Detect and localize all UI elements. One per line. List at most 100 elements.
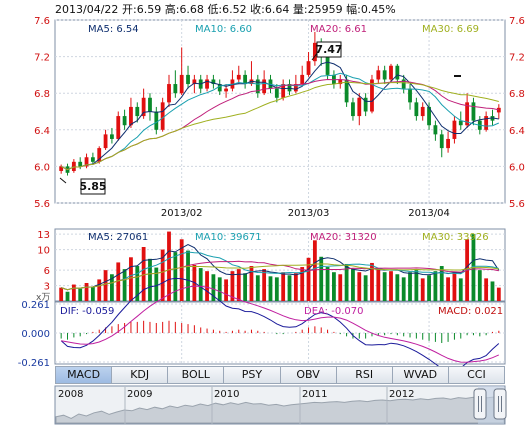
volume-bar — [319, 256, 324, 301]
volume-value: 25959 — [308, 3, 343, 16]
price-tick-left: 5.6 — [34, 199, 50, 210]
candle-body — [255, 79, 260, 94]
candle-body — [414, 102, 419, 117]
candle-body — [281, 84, 286, 98]
dif-line — [60, 277, 500, 372]
candle-body — [224, 88, 228, 92]
volume-bar — [395, 274, 400, 301]
volume-bar — [116, 262, 121, 301]
candle-body — [97, 148, 102, 162]
price-tick-left: 6.4 — [34, 126, 50, 137]
volume-bar — [389, 271, 393, 301]
volume-bar — [484, 278, 489, 301]
candle-body — [211, 79, 216, 85]
candle-body — [84, 157, 89, 167]
volume-bar — [477, 270, 482, 301]
price-tick-right: 6.0 — [509, 162, 525, 173]
volume-bar — [243, 273, 248, 301]
macd-tick: -0.261 — [18, 358, 50, 369]
candle-body — [148, 97, 152, 112]
tab-macd[interactable]: MACD — [55, 366, 112, 384]
volume-bar — [439, 266, 444, 301]
candle-body — [465, 102, 470, 126]
candle-body — [243, 74, 248, 85]
candle-body — [370, 79, 374, 112]
tab-kdj[interactable]: KDJ — [111, 366, 168, 384]
volume-bar — [376, 268, 381, 301]
volume-bar — [224, 279, 228, 301]
volume-bar — [141, 247, 146, 301]
volume-bar — [129, 257, 133, 301]
volume-bar — [452, 272, 457, 301]
tab-rsi[interactable]: RSI — [335, 366, 392, 384]
volume-bar — [122, 269, 127, 301]
macd-legend: MACD: 0.021 — [438, 306, 503, 317]
volume-bar — [274, 277, 279, 301]
legend-ma10: MA10: 39671 — [195, 232, 262, 243]
candle-body — [395, 65, 400, 80]
volume-bar — [370, 262, 374, 301]
volume-bar — [262, 269, 267, 301]
price-panel — [54, 19, 506, 204]
candle-body — [344, 79, 349, 103]
price-tick-right: 6.4 — [509, 126, 525, 137]
min-price-marker: 5.85 — [59, 177, 107, 195]
candle-body — [217, 84, 222, 92]
volume-bar — [300, 267, 305, 301]
volume-bar — [198, 268, 203, 301]
price-tick-left: 7.6 — [34, 16, 50, 27]
volume-bar — [186, 250, 190, 301]
macd-tick: 0.000 — [21, 329, 50, 340]
candle-body — [116, 116, 121, 139]
timeline-right-handle — [493, 388, 507, 420]
tab-boll[interactable]: BOLL — [167, 366, 224, 384]
close-label: 收: — [250, 2, 265, 16]
candle-body — [401, 79, 406, 89]
candle-body — [205, 79, 209, 89]
volume-bar — [84, 283, 89, 301]
tab-wvad[interactable]: WVAD — [391, 366, 448, 384]
volume-ma10-line — [61, 251, 499, 291]
volume-bar — [414, 270, 419, 301]
legends: MA5: 6.54 MA10: 6.60 MA20: 6.61 MA30: 6.69 M… — [60, 24, 503, 317]
candle-body — [293, 84, 298, 92]
y-axis-labels: 7.6 7.6 7.2 7.2 6.8 6.8 6.4 6.4 6.0 6.0 5.6 5.6 13 10… — [18, 16, 525, 369]
volume-bar — [249, 266, 254, 301]
legend-ma30: MA30: 6.69 — [422, 24, 479, 35]
candle-body — [71, 161, 76, 171]
timeline-area — [55, 396, 505, 424]
candle-body — [351, 102, 355, 117]
volume-bar — [363, 275, 368, 301]
candle-body — [420, 106, 425, 117]
volume-tick: 6 — [44, 266, 50, 277]
tab-cci[interactable]: CCI — [447, 366, 505, 384]
volume-ma-lines — [61, 244, 500, 291]
candle-body — [357, 97, 362, 117]
grid-lines — [55, 19, 505, 364]
candlestick-series — [59, 31, 501, 176]
volume-bar — [179, 239, 184, 301]
volume-bar — [173, 252, 178, 301]
candle-body — [338, 79, 343, 85]
price-tick-left: 6.0 — [34, 162, 50, 173]
candle-body — [110, 134, 114, 139]
header-quote: 开:6.59 高:6.68 低:6.52 收:6.64 量:25959 幅:0.… — [122, 2, 396, 16]
volume-bar — [382, 272, 387, 301]
volume-bar — [357, 272, 362, 301]
volume-bar — [306, 257, 311, 301]
candle-body — [287, 84, 292, 92]
tab-psy[interactable]: PSY — [223, 366, 280, 384]
candle-body — [103, 134, 108, 149]
candle-body — [427, 106, 431, 126]
volume-bar — [338, 274, 343, 301]
candle-body — [382, 70, 387, 80]
x-axis-labels: 2013/02 2013/03 2013/04 — [161, 208, 450, 219]
x-tick-label: 2013/04 — [408, 208, 450, 219]
candle-body — [306, 61, 311, 75]
candle-body — [452, 120, 457, 139]
low-value: 6.52 — [222, 3, 247, 16]
volume-bar — [110, 274, 114, 301]
candle-body — [439, 134, 444, 149]
tab-obv[interactable]: OBV — [279, 366, 336, 384]
